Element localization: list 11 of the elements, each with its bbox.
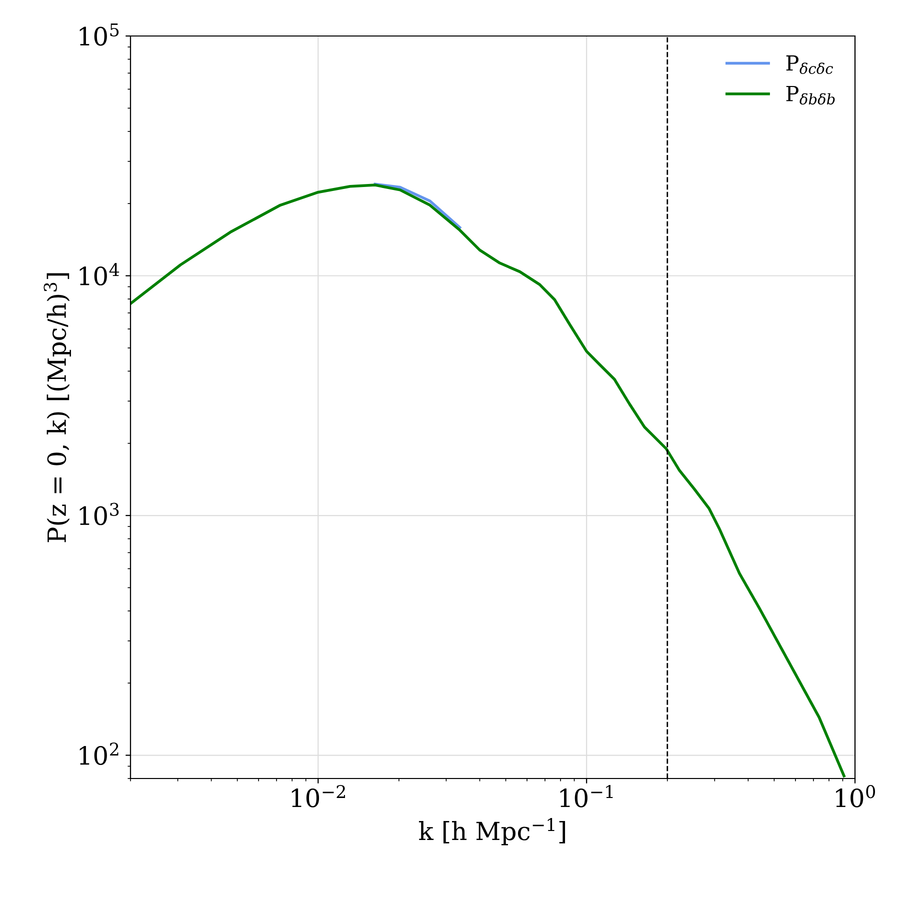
x-tick-label: 10$^{0}$ — [836, 784, 876, 808]
y-tick-label: 10$^{5}$ — [80, 24, 119, 46]
y-tick-label: 10$^{2}$ — [80, 742, 118, 765]
x-tick-label: 10$^{−2}$ — [292, 784, 345, 808]
x-tick-label: 10$^{−1}$ — [560, 784, 613, 808]
legend-label: P$_{δbδb}$ — [786, 86, 835, 105]
y-tick-label: 10$^{4}$ — [80, 263, 120, 286]
y-tick-label: 10$^{3}$ — [80, 502, 119, 526]
legend-label: P$_{δcδc}$ — [786, 55, 834, 74]
y-axis-title: P(z = 0, k) [(Mpc/h)$^{3}$] — [44, 273, 71, 542]
x-axis-title: k [h Mpc$^{−1}$] — [418, 818, 566, 846]
